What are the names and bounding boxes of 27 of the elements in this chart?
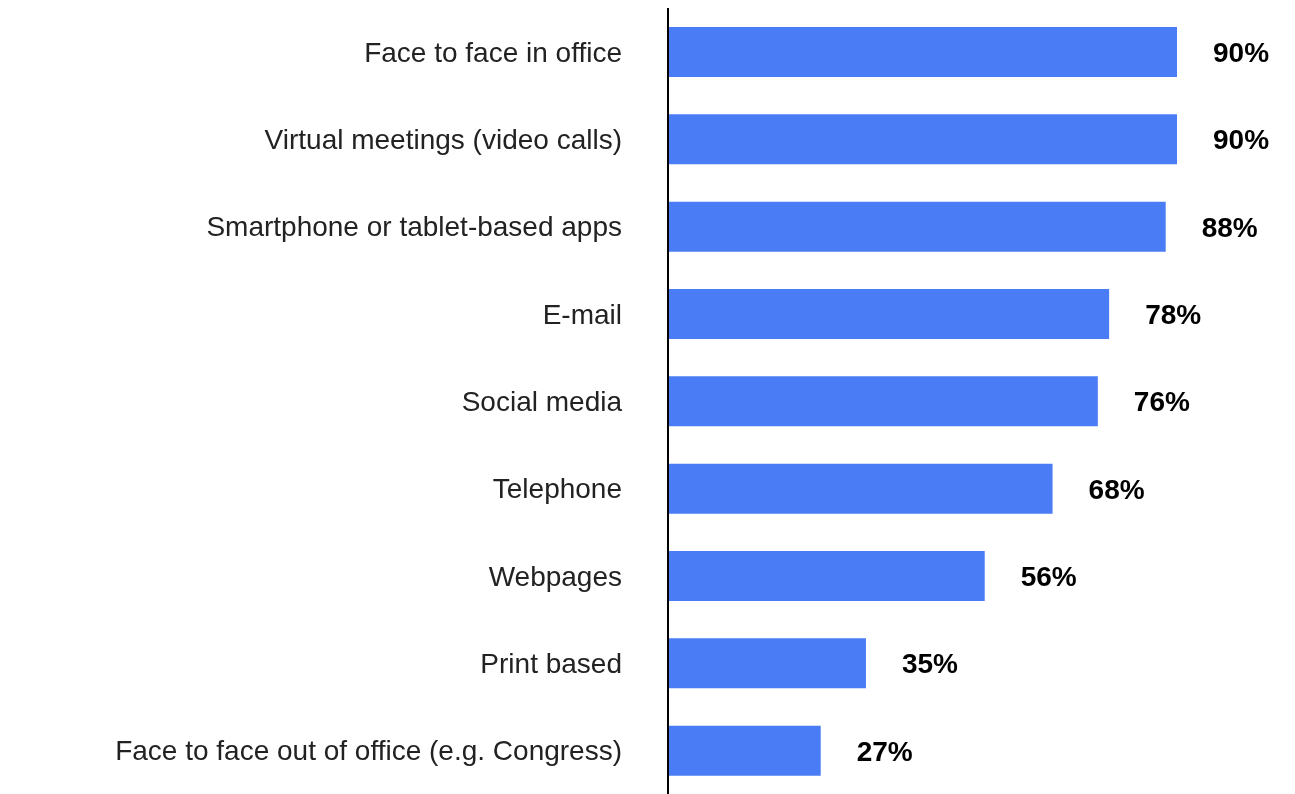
- y-tick-label: Face to face in office: [364, 36, 622, 68]
- data-label: 88%: [1201, 211, 1258, 243]
- y-tick-label: Face to face out of office (e.g. Congress): [115, 735, 622, 767]
- data-label: 35%: [901, 648, 959, 680]
- y-tick-label: Telephone: [492, 473, 622, 505]
- y-tick-label: Webpages: [488, 560, 622, 592]
- bar: [668, 289, 1110, 339]
- data-label: 90%: [1213, 124, 1270, 156]
- y-tick-label: Smartphone or tablet-based apps: [206, 211, 622, 243]
- bar: [668, 201, 1166, 252]
- data-label: 90%: [1213, 36, 1270, 68]
- bar: [668, 376, 1098, 427]
- y-tick-label: Social media: [461, 385, 623, 417]
- bar: [668, 551, 985, 601]
- bar: [668, 638, 866, 689]
- data-label: 68%: [1088, 473, 1145, 505]
- data-label: 56%: [1020, 560, 1077, 592]
- y-tick-label: E-mail: [542, 298, 622, 330]
- data-label: 76%: [1133, 386, 1190, 418]
- bar: [668, 463, 1053, 514]
- data-label: 78%: [1145, 298, 1202, 330]
- y-tick-label: Print based: [480, 647, 622, 679]
- bar: [668, 27, 1177, 77]
- y-tick-label: Virtual meetings (video calls): [264, 123, 622, 155]
- bar: [668, 725, 821, 776]
- data-label: 27%: [856, 735, 913, 767]
- bar: [668, 114, 1177, 165]
